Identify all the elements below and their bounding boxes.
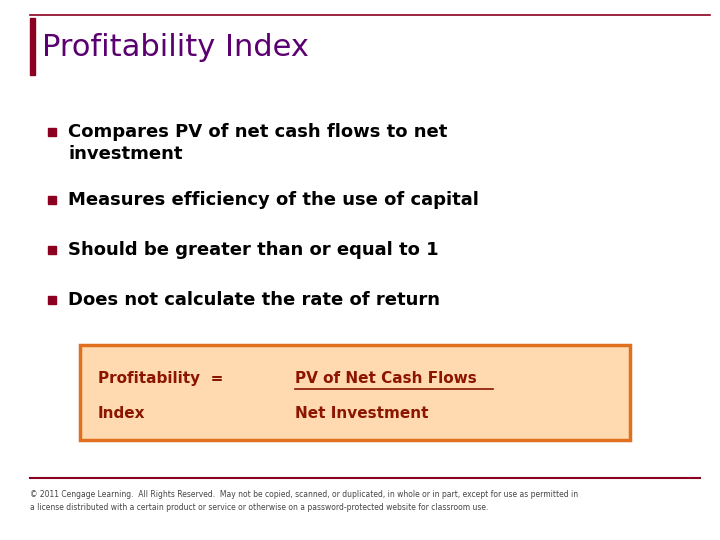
Text: Measures efficiency of the use of capital: Measures efficiency of the use of capita… (68, 191, 479, 209)
Text: investment: investment (68, 145, 182, 163)
Bar (48, 128, 56, 136)
Bar (30, 18, 35, 75)
Bar (48, 246, 56, 254)
Text: Net Investment: Net Investment (295, 406, 428, 421)
Bar (48, 296, 56, 304)
Text: Index: Index (98, 406, 145, 421)
Text: Profitability  =: Profitability = (98, 371, 223, 386)
Text: Compares PV of net cash flows to net: Compares PV of net cash flows to net (68, 123, 447, 141)
FancyBboxPatch shape (80, 345, 630, 440)
Text: Profitability Index: Profitability Index (42, 33, 309, 63)
Text: PV of Net Cash Flows: PV of Net Cash Flows (295, 371, 477, 386)
Text: © 2011 Cengage Learning.  All Rights Reserved.  May not be copied, scanned, or d: © 2011 Cengage Learning. All Rights Rese… (30, 490, 578, 511)
Bar (48, 196, 56, 204)
Text: Does not calculate the rate of return: Does not calculate the rate of return (68, 291, 440, 309)
Text: Should be greater than or equal to 1: Should be greater than or equal to 1 (68, 241, 438, 259)
